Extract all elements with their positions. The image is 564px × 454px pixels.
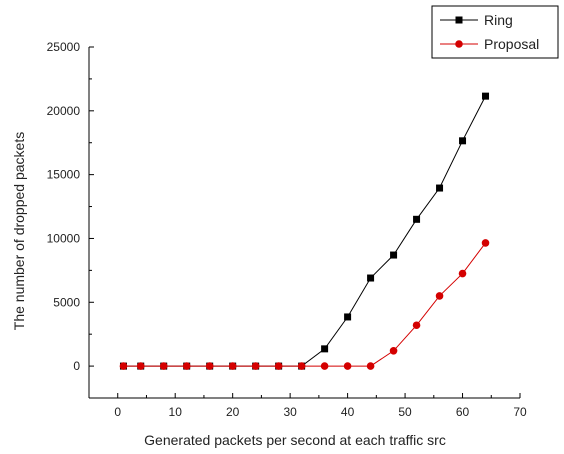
data-point <box>458 269 467 278</box>
y-axis-title: The number of dropped packets <box>11 132 27 330</box>
x-tick-label: 60 <box>456 405 470 419</box>
data-point <box>413 215 421 223</box>
data-point <box>366 362 375 370</box>
legend-box <box>431 5 559 59</box>
series-ring <box>119 92 490 370</box>
y-tick-label: 25000 <box>47 40 81 54</box>
plot-frame <box>88 47 520 399</box>
data-point <box>481 239 490 247</box>
data-point <box>436 184 444 192</box>
data-point <box>435 292 444 300</box>
legend-label: Proposal <box>484 36 539 52</box>
data-point <box>297 362 306 370</box>
data-point <box>321 345 329 353</box>
y-tick-label: 15000 <box>47 168 81 182</box>
data-point <box>367 274 375 282</box>
series-proposal <box>119 239 490 370</box>
series-layer <box>119 92 490 370</box>
data-point <box>228 362 237 370</box>
y-tick-label: 5000 <box>53 295 80 309</box>
legend-item: Ring <box>440 12 513 28</box>
data-point <box>182 362 191 370</box>
y-axis-ticks: 0 5000 10000 15000 20000 25000 <box>47 40 94 399</box>
x-tick-label: 40 <box>341 405 355 419</box>
y-tick-label: 20000 <box>47 104 81 118</box>
data-point <box>136 362 145 370</box>
data-point <box>205 362 214 370</box>
y-tick-label: 10000 <box>47 231 81 245</box>
x-tick-label: 0 <box>114 405 121 419</box>
legend-marker <box>455 16 463 24</box>
data-point <box>459 137 467 145</box>
series-line <box>123 242 486 367</box>
data-point <box>482 92 490 100</box>
data-point <box>159 362 168 370</box>
x-tick-label: 70 <box>513 405 527 419</box>
data-point <box>274 362 283 370</box>
data-point <box>343 362 352 370</box>
legend-label: Ring <box>484 12 513 28</box>
x-tick-label: 10 <box>169 405 183 419</box>
data-point <box>251 362 260 370</box>
data-point <box>320 362 329 370</box>
legend-item: Proposal <box>440 36 539 52</box>
x-tick-label: 30 <box>283 405 297 419</box>
y-tick-label: 0 <box>73 359 80 373</box>
x-tick-label: 50 <box>398 405 412 419</box>
legend: Ring Proposal <box>431 5 559 59</box>
x-axis-ticks: 0 10 20 30 40 50 60 70 <box>88 393 527 419</box>
data-point <box>390 251 398 259</box>
data-point <box>389 346 398 355</box>
series-line <box>123 95 486 367</box>
x-axis-title: Generated packets per second at each tra… <box>144 432 446 448</box>
x-tick-label: 20 <box>226 405 240 419</box>
legend-marker <box>455 40 463 48</box>
data-point <box>412 321 421 330</box>
data-point <box>344 313 352 321</box>
data-point <box>119 362 128 370</box>
